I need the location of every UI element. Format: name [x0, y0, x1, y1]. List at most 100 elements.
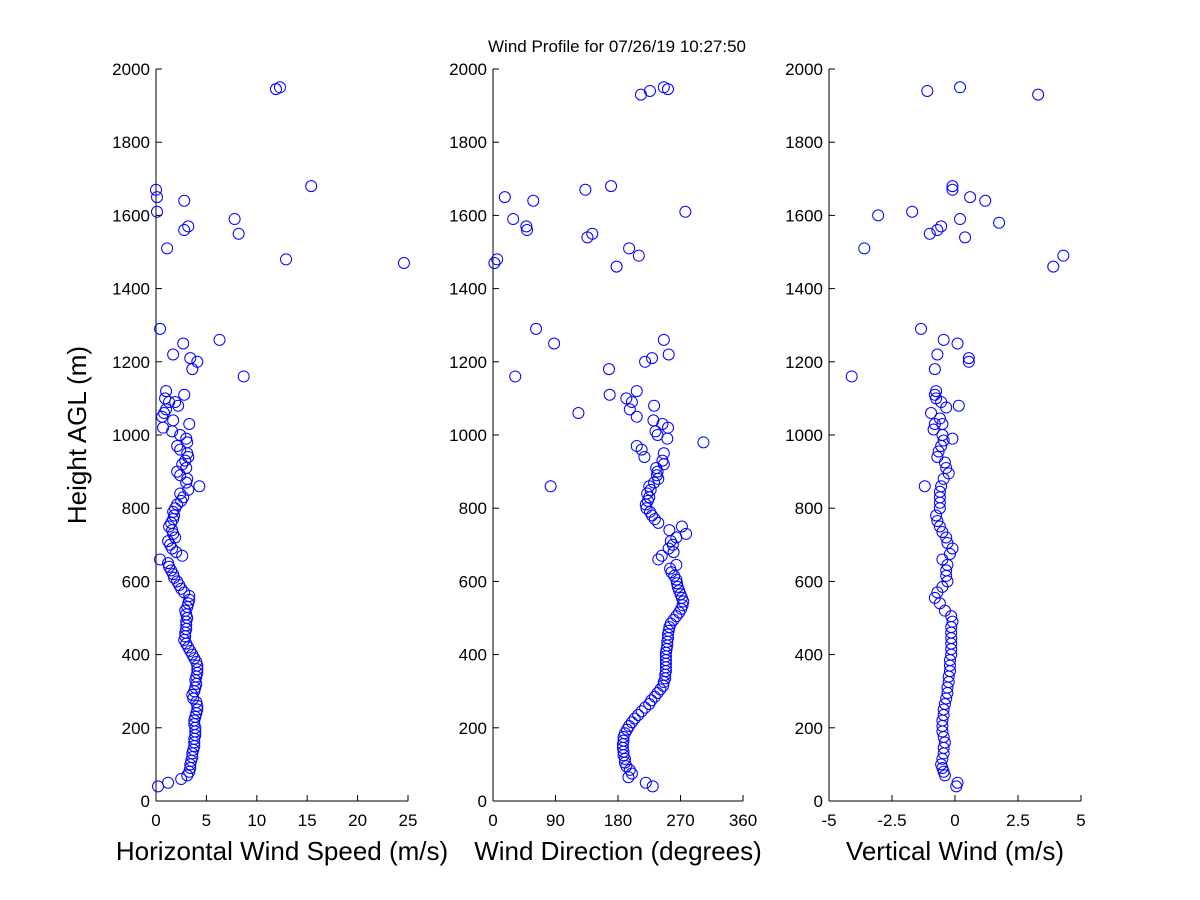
data-point [191, 355, 204, 368]
data-point [151, 191, 164, 204]
data-point [946, 183, 959, 196]
data-point [507, 213, 520, 226]
data-point [625, 716, 638, 729]
x-tick-label: -5 [821, 811, 836, 830]
y-tick-label: 0 [478, 792, 487, 811]
y-tick-label: 1400 [785, 280, 823, 299]
data-point [181, 436, 194, 449]
data-point [946, 615, 959, 628]
data-point [191, 663, 204, 676]
data-point [189, 710, 202, 723]
data-point [663, 524, 676, 537]
x-axis-label: Wind Direction (degrees) [474, 836, 762, 866]
data-point [936, 525, 949, 538]
data-point [628, 712, 641, 725]
data-point [906, 205, 919, 218]
data-point [498, 191, 511, 204]
data-point [979, 194, 992, 207]
data-point [959, 231, 972, 244]
data-point [397, 256, 410, 269]
data-point [941, 536, 954, 549]
data-point [662, 542, 675, 555]
data-point [632, 708, 645, 721]
data-point [927, 423, 940, 436]
data-point [931, 450, 944, 463]
data-point [652, 516, 665, 529]
data-point [623, 242, 636, 255]
data-point [657, 447, 670, 460]
data-point [639, 776, 652, 789]
data-point [167, 348, 180, 361]
y-tick-label: 1000 [449, 426, 487, 445]
data-point [602, 363, 615, 376]
data-point [161, 242, 174, 255]
figure-title: Wind Profile for 07/26/19 10:27:50 [488, 37, 746, 56]
data-point [232, 227, 245, 240]
data-point [630, 410, 643, 423]
y-tick-label: 400 [459, 646, 487, 665]
data-point [1047, 260, 1060, 273]
data-point [937, 703, 950, 716]
data-point [928, 363, 941, 376]
data-point [635, 705, 648, 718]
y-tick-label: 800 [459, 499, 487, 518]
x-tick-label: 0 [151, 811, 160, 830]
data-point [632, 249, 645, 262]
data-point [931, 515, 944, 528]
data-point [649, 425, 662, 438]
data-point [176, 549, 189, 562]
data-point [931, 224, 944, 237]
data-point [943, 547, 956, 560]
data-point [181, 612, 194, 624]
y-tick-label: 600 [459, 572, 487, 591]
data-point [273, 81, 286, 94]
y-tick-label: 1800 [449, 133, 487, 152]
data-point [1032, 88, 1045, 101]
data-point [925, 407, 938, 420]
data-point [178, 194, 191, 207]
x-axis-label: Horizontal Wind Speed (m/s) [116, 836, 448, 866]
data-point [520, 220, 533, 233]
data-point [921, 84, 934, 97]
data-point [152, 780, 165, 793]
data-point [951, 337, 964, 350]
data-point [603, 388, 616, 401]
data-point [657, 333, 670, 346]
data-point [671, 580, 684, 593]
y-tick-label: 400 [795, 646, 823, 665]
data-point [527, 194, 540, 207]
data-point [662, 628, 674, 641]
data-point [180, 476, 193, 489]
data-point [940, 564, 953, 577]
data-point [174, 487, 187, 500]
data-point [697, 436, 710, 449]
data-point [643, 84, 656, 97]
data-point [167, 414, 180, 427]
x-tick-label: 2.5 [1006, 811, 1030, 830]
data-point [680, 527, 693, 540]
y-tick-label: 800 [122, 499, 150, 518]
data-point [183, 418, 196, 431]
data-point [646, 780, 659, 793]
data-point [962, 352, 975, 365]
data-point [509, 370, 522, 383]
data-point [572, 407, 585, 420]
data-point [647, 414, 660, 427]
data-point [177, 337, 190, 350]
data-point [670, 558, 683, 571]
data-point [940, 461, 953, 474]
data-point [530, 322, 543, 335]
data-point [652, 553, 665, 566]
data-point [662, 624, 675, 637]
data-point [935, 758, 948, 771]
data-point [654, 683, 667, 696]
data-point [191, 703, 204, 716]
data-point [938, 604, 951, 617]
data-point [962, 355, 975, 368]
y-tick-label: 1400 [449, 280, 487, 299]
data-point [175, 773, 188, 786]
data-point [168, 571, 181, 584]
data-point [228, 213, 241, 226]
data-point [951, 776, 964, 789]
y-tick-label: 1600 [112, 206, 150, 225]
